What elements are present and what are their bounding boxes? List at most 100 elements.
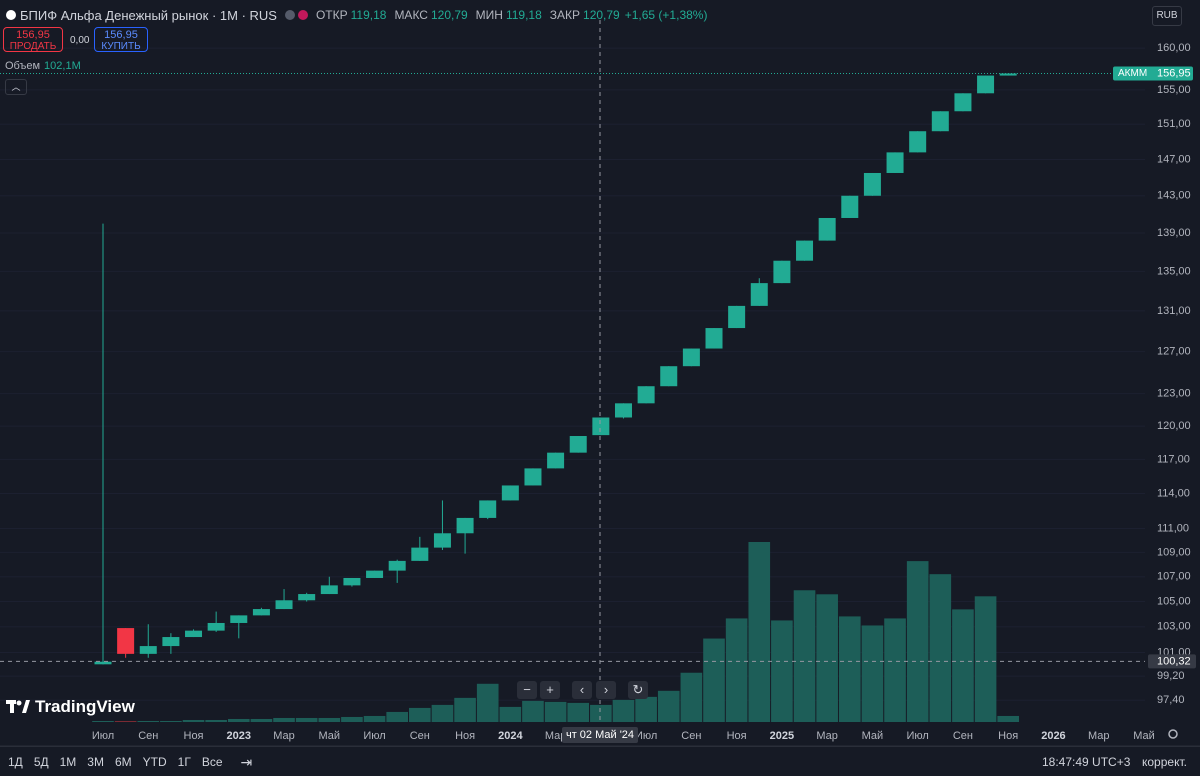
candle-body — [230, 615, 248, 623]
volume-bar — [341, 716, 363, 722]
ohlc-label: ЗАКР — [549, 8, 581, 22]
timeframe[interactable]: Все — [201, 755, 223, 769]
candle-body — [456, 517, 474, 534]
volume-bar — [363, 715, 386, 722]
spread: 0,00 — [70, 35, 90, 46]
x-tick-label: Ноя — [998, 730, 1018, 742]
volume-bar — [205, 719, 227, 722]
volume-bar — [544, 701, 567, 722]
volume-bar — [997, 715, 1020, 722]
volume-bar — [137, 720, 160, 722]
volume-bar — [499, 706, 522, 722]
symbol-icon — [6, 10, 16, 20]
date-range-button[interactable]: ⇥ — [240, 753, 253, 770]
collapse-button[interactable]: ︿ — [5, 79, 27, 95]
status-icon — [297, 10, 308, 20]
reset[interactable]: ↻ — [628, 681, 648, 699]
x-tick-label: Сен — [953, 730, 973, 742]
y-tick-label: 97,40 — [1157, 694, 1185, 706]
candle-body — [388, 560, 406, 571]
scroll-left[interactable]: ‹ — [572, 681, 592, 699]
timeframe[interactable]: 1М — [59, 755, 77, 769]
candle-body — [592, 417, 610, 436]
symbol[interactable]: БПИФ Альфа Денежный рынок · 1M · RUS — [20, 7, 277, 23]
x-tick-label: Мар — [273, 730, 295, 742]
last-price-tag — [1113, 66, 1193, 81]
zoom-out[interactable]: − — [517, 681, 537, 699]
timeframes: 1Д 5Д 1М 3М 6М YTD 1Г Все — [0, 755, 223, 769]
sell-price: 156,95 — [16, 29, 50, 41]
x-tick-label: Май — [1133, 730, 1155, 742]
x-tick-label: 2025 — [770, 730, 794, 742]
x-tick-label: Ноя — [727, 730, 747, 742]
ohlc-label: ОТКР — [315, 8, 348, 22]
timeframe[interactable]: 3М — [87, 755, 104, 769]
candle-body — [139, 646, 157, 654]
candle-body — [660, 366, 678, 387]
ohlc-value: 119,18 — [505, 8, 542, 22]
x-tick-label: 2026 — [1041, 730, 1065, 742]
candle-body — [320, 585, 338, 595]
volume-legend: Объем 102,1M — [5, 60, 81, 72]
volume-name: Объем — [5, 60, 41, 72]
candle-body — [94, 661, 112, 665]
scroll-right[interactable]: › — [596, 681, 616, 699]
timeframe[interactable]: 5Д — [33, 755, 49, 769]
x-tick-label: Ноя — [184, 730, 204, 742]
volume-bar — [771, 620, 793, 722]
x-tick-label: Сен — [138, 730, 158, 742]
y-tick-label: 117,00 — [1157, 453, 1190, 465]
candle-body — [705, 328, 723, 349]
volume-bar — [227, 718, 250, 722]
candle-body — [343, 577, 361, 586]
volume-bar — [160, 720, 182, 722]
buy-button[interactable]: 156,95 КУПИТЬ — [94, 27, 148, 52]
ohlc-value: 120,79 — [430, 8, 468, 22]
y-tick-label: 107,00 — [1157, 571, 1191, 583]
x-tick-label: Мар — [1088, 730, 1110, 742]
volume-bar — [567, 702, 590, 722]
candle-body — [162, 637, 180, 647]
adjust[interactable]: коррект. — [1142, 755, 1187, 769]
last-price-name: АКММ — [1118, 68, 1147, 79]
candle-body — [117, 628, 135, 654]
volume-bar — [680, 672, 703, 722]
candle-body — [931, 111, 949, 132]
timeframe[interactable]: YTD — [142, 755, 167, 769]
timeframe[interactable]: 6М — [114, 755, 132, 769]
volume-bar — [273, 717, 295, 722]
x-tick-label: Июл — [907, 730, 929, 742]
candle-body — [977, 75, 995, 94]
volume-bar — [295, 717, 318, 722]
volume-bar — [929, 574, 952, 722]
candle-body — [366, 570, 384, 578]
timeframe[interactable]: 1Г — [177, 755, 191, 769]
volume-bar — [703, 638, 725, 722]
zoom-in[interactable]: + — [540, 681, 560, 699]
candle-body — [479, 500, 497, 518]
candle-body — [773, 260, 791, 284]
x-tick-label: 2023 — [227, 730, 251, 742]
volume-value: 102,1M — [44, 60, 81, 72]
volume-bar — [884, 618, 906, 722]
last-price-label: 156,95 — [1157, 67, 1191, 79]
volume-bar — [522, 700, 544, 722]
sell-button[interactable]: 156,95 ПРОДАТЬ — [3, 27, 63, 52]
x-tick-label: Май — [862, 730, 884, 742]
candle-body — [524, 468, 542, 486]
timeframe[interactable]: 1Д — [8, 755, 23, 769]
y-tick-label: 151,00 — [1157, 118, 1191, 130]
ohlc-label: МАКС — [394, 8, 428, 22]
y-tick-label: 111,00 — [1157, 522, 1189, 534]
candle-body — [999, 73, 1017, 76]
currency-select[interactable]: RUB — [1152, 6, 1182, 26]
candle-body — [275, 600, 293, 610]
sell-label: ПРОДАТЬ — [9, 41, 57, 52]
x-tick-label: Июл — [363, 730, 385, 742]
y-tick-label: 143,00 — [1157, 190, 1191, 202]
logo-text: TradingView — [35, 697, 135, 716]
ohlc-value: 119,18 — [350, 8, 387, 22]
